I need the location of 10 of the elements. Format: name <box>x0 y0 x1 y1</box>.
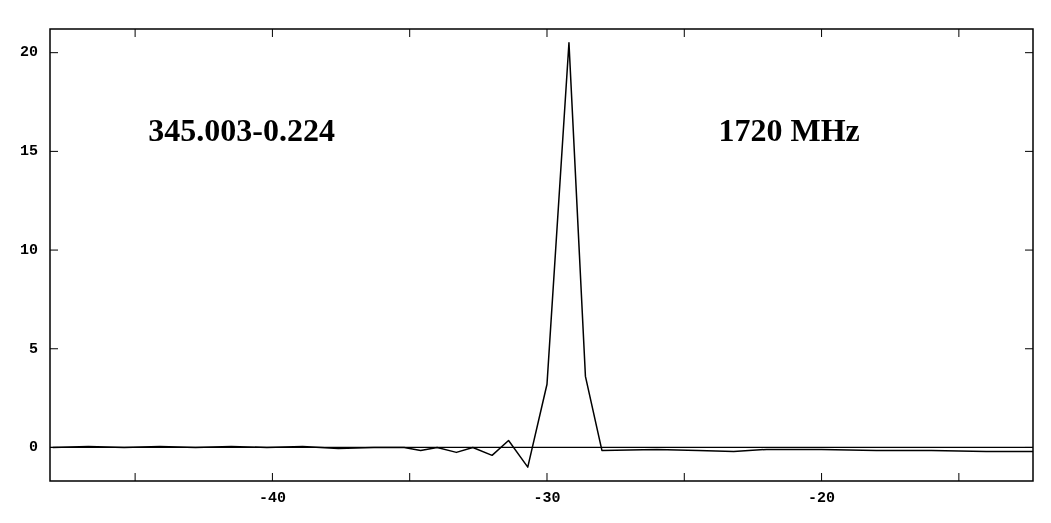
y-tick-label: 10 <box>19 241 38 259</box>
x-tick-label: -20 <box>808 489 836 507</box>
y-tick-label: 20 <box>19 44 38 62</box>
y-tick-label: 15 <box>19 143 38 161</box>
y-tick-label: 5 <box>28 340 38 358</box>
y-tick-label: 0 <box>28 439 38 457</box>
annotation: 1720 MHz <box>718 112 860 149</box>
annotation: 345.003-0.224 <box>148 112 335 149</box>
x-tick-label: -40 <box>258 489 286 507</box>
x-tick-label: -30 <box>533 489 561 507</box>
